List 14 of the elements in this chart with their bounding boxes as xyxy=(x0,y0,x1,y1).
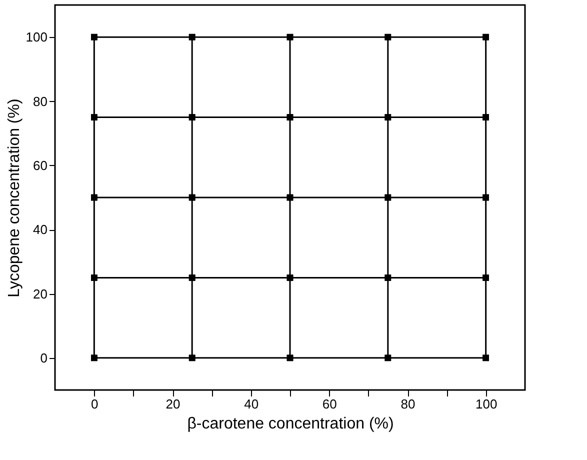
x-tick-label: 40 xyxy=(244,396,259,412)
y-tick-label: 0 xyxy=(40,350,48,366)
y-tick-label: 60 xyxy=(33,158,48,173)
y-tick-label: 40 xyxy=(33,222,48,238)
y-tick-label: 100 xyxy=(26,30,48,45)
x-tick-label: 20 xyxy=(166,396,180,412)
y-axis-title: Lycopene concentration (%) xyxy=(6,98,23,298)
x-tick-label: 80 xyxy=(400,396,416,412)
x-tick-label: 0 xyxy=(91,396,98,412)
x-axis-title: β-carotene concentration (%) xyxy=(187,416,394,432)
x-tick-label: 60 xyxy=(322,396,337,412)
x-tick-label: 100 xyxy=(475,396,498,412)
y-tick-label: 20 xyxy=(33,286,48,302)
y-tick-label: 80 xyxy=(33,94,48,109)
